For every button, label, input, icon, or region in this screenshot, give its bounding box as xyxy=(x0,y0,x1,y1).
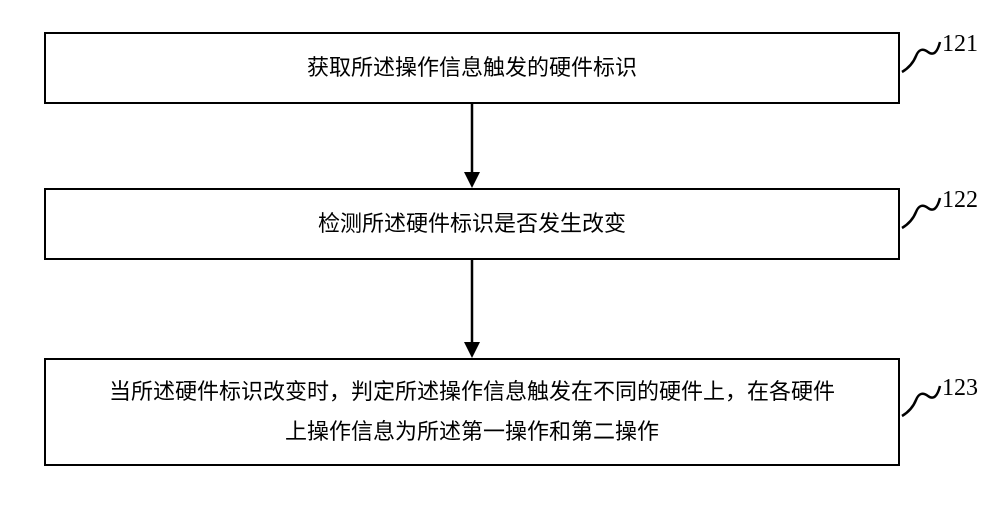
step-label-1: 121 xyxy=(942,31,978,58)
label-curve-1 xyxy=(900,38,944,74)
flow-step-3-line1: 当所述硬件标识改变时，判定所述操作信息触发在不同的硬件上，在各硬件 xyxy=(109,379,835,404)
label-curve-2 xyxy=(900,194,944,230)
flow-step-3-line2: 上操作信息为所述第一操作和第二操作 xyxy=(285,419,659,444)
flow-step-1-text: 获取所述操作信息触发的硬件标识 xyxy=(307,48,637,88)
label-curve-3 xyxy=(900,382,944,418)
step-label-2: 122 xyxy=(942,187,978,214)
flow-step-2: 检测所述硬件标识是否发生改变 xyxy=(44,188,900,260)
arrow-1-2 xyxy=(460,104,484,190)
flow-step-3: 当所述硬件标识改变时，判定所述操作信息触发在不同的硬件上，在各硬件 上操作信息为… xyxy=(44,358,900,466)
flow-step-2-text: 检测所述硬件标识是否发生改变 xyxy=(318,204,626,244)
flow-step-3-text: 当所述硬件标识改变时，判定所述操作信息触发在不同的硬件上，在各硬件 上操作信息为… xyxy=(109,372,835,451)
flow-step-1: 获取所述操作信息触发的硬件标识 xyxy=(44,32,900,104)
step-label-3: 123 xyxy=(942,375,978,402)
arrow-2-3 xyxy=(460,260,484,360)
